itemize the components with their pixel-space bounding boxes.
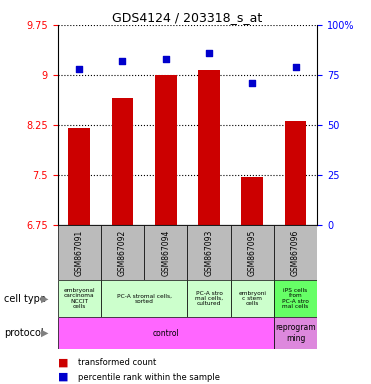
Bar	[198, 70, 220, 225]
Bar	[101, 280, 187, 317]
Text: transformed count: transformed count	[78, 358, 156, 367]
Text: GSM867094: GSM867094	[161, 229, 170, 276]
Bar	[144, 225, 187, 280]
Point	[206, 50, 212, 56]
Point	[163, 56, 169, 62]
Text: PC-A stro
mal cells,
cultured: PC-A stro mal cells, cultured	[195, 291, 223, 306]
Bar	[155, 75, 177, 225]
Point	[119, 58, 125, 64]
Bar	[231, 280, 274, 317]
Bar	[187, 225, 231, 280]
Point	[293, 64, 299, 70]
Text: percentile rank within the sample: percentile rank within the sample	[78, 372, 220, 382]
Text: GSM867096: GSM867096	[291, 229, 300, 276]
Text: cell type: cell type	[4, 293, 46, 304]
Text: GSM867093: GSM867093	[204, 229, 213, 276]
Text: reprogram
ming: reprogram ming	[275, 323, 316, 343]
Text: protocol: protocol	[4, 328, 43, 338]
Text: GSM867091: GSM867091	[75, 229, 83, 276]
Text: ▶: ▶	[41, 293, 48, 304]
Text: control: control	[152, 329, 179, 338]
Text: GSM867095: GSM867095	[248, 229, 257, 276]
Point	[249, 80, 255, 86]
Bar	[112, 98, 133, 225]
Bar	[187, 280, 231, 317]
Bar	[274, 317, 317, 349]
Text: PC-A stromal cells,
sorted: PC-A stromal cells, sorted	[116, 293, 171, 304]
Text: iPS cells
from
PC-A stro
mal cells: iPS cells from PC-A stro mal cells	[282, 288, 309, 309]
Bar	[231, 225, 274, 280]
Bar	[242, 177, 263, 225]
Text: ▶: ▶	[41, 328, 48, 338]
Point	[76, 66, 82, 72]
Title: GDS4124 / 203318_s_at: GDS4124 / 203318_s_at	[112, 11, 262, 24]
Bar	[274, 225, 317, 280]
Bar	[58, 225, 101, 280]
Text: ■: ■	[58, 372, 68, 382]
Bar	[285, 121, 306, 225]
Text: ■: ■	[58, 358, 68, 368]
Bar	[58, 280, 101, 317]
Bar	[68, 128, 90, 225]
Bar	[58, 317, 274, 349]
Bar	[101, 225, 144, 280]
Text: GSM867092: GSM867092	[118, 229, 127, 276]
Text: embryonal
carcinoma
NCCIT
cells: embryonal carcinoma NCCIT cells	[63, 288, 95, 309]
Bar	[274, 280, 317, 317]
Text: embryoni
c stem
cells: embryoni c stem cells	[238, 291, 266, 306]
